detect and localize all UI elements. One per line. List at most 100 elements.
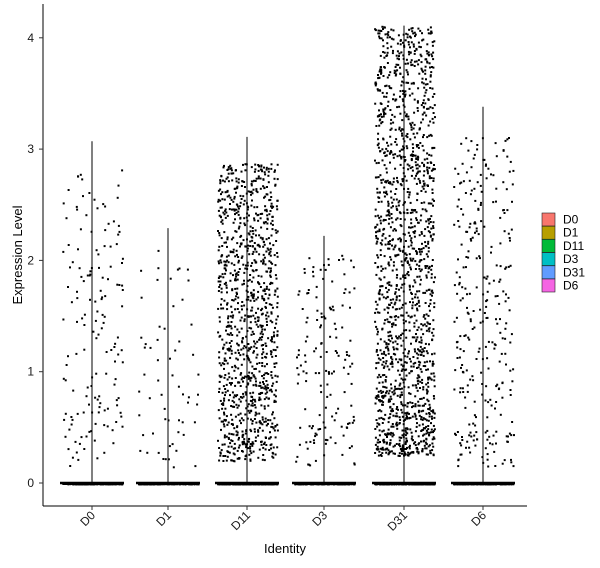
data-point: [304, 340, 307, 343]
data-point: [269, 191, 272, 194]
data-point: [433, 483, 435, 486]
data-point: [350, 259, 353, 262]
data-point: [70, 416, 73, 418]
data-point: [221, 222, 224, 225]
data-point: [218, 351, 221, 354]
data-point: [252, 293, 255, 296]
data-point: [249, 445, 252, 448]
data-point: [270, 222, 272, 225]
data-point: [230, 238, 233, 241]
data-point: [420, 336, 423, 339]
data-point: [231, 418, 234, 421]
data-point: [230, 327, 233, 330]
data-point: [394, 74, 397, 77]
data-point: [422, 82, 425, 85]
data-point: [217, 230, 219, 232]
data-point: [237, 210, 240, 213]
data-point: [152, 432, 154, 435]
data-point: [253, 404, 256, 406]
data-point: [253, 428, 256, 431]
data-point: [251, 230, 254, 232]
data-point: [267, 174, 270, 177]
data-point: [250, 193, 252, 196]
data-point: [224, 260, 227, 263]
data-point: [258, 426, 261, 429]
data-point: [242, 419, 245, 422]
data-point: [227, 172, 230, 175]
data-point: [316, 309, 319, 312]
data-point: [247, 349, 250, 352]
data-point: [76, 297, 79, 300]
data-point: [325, 369, 328, 372]
data-point: [396, 69, 399, 72]
data-point: [312, 270, 314, 273]
data-point: [271, 376, 274, 379]
data-point: [74, 440, 77, 443]
data-point: [249, 299, 252, 302]
data-point: [272, 456, 275, 459]
data-point: [240, 256, 243, 259]
data-point: [254, 414, 257, 417]
data-point: [265, 396, 268, 399]
data-point: [267, 167, 270, 170]
data-point: [262, 446, 265, 449]
data-point: [353, 463, 356, 466]
data-point: [257, 177, 260, 180]
data-point: [240, 198, 243, 200]
data-point: [250, 166, 253, 169]
data-point: [389, 240, 391, 243]
data-point: [98, 406, 101, 409]
data-point: [415, 338, 418, 341]
data-point: [414, 415, 417, 418]
data-point: [225, 325, 228, 328]
data-point: [238, 436, 240, 439]
data-point: [223, 357, 226, 360]
data-point: [247, 232, 250, 235]
data-point: [306, 447, 309, 450]
data-point: [188, 483, 190, 486]
data-point: [232, 452, 235, 455]
data-point: [224, 391, 227, 394]
data-point: [324, 483, 326, 486]
data-point: [274, 183, 277, 186]
data-point: [250, 452, 253, 455]
data-point: [274, 169, 276, 172]
data-point: [269, 250, 272, 253]
data-point: [271, 340, 273, 343]
data-point: [192, 353, 195, 356]
data-point: [244, 391, 247, 394]
data-point: [254, 411, 257, 414]
data-point: [314, 372, 317, 375]
data-point: [248, 371, 251, 374]
data-point: [248, 233, 251, 236]
data-point: [346, 353, 348, 356]
data-point: [265, 386, 268, 389]
data-point: [239, 373, 242, 376]
data-point: [405, 145, 408, 148]
data-point: [386, 47, 389, 50]
data-point: [418, 305, 421, 308]
data-point: [232, 248, 235, 251]
data-point: [233, 442, 236, 445]
data-point: [236, 287, 239, 290]
data-point: [102, 203, 105, 206]
data-point: [392, 298, 395, 301]
data-point: [276, 295, 279, 298]
data-point: [167, 483, 169, 486]
data-point: [265, 210, 268, 213]
data-point: [238, 331, 241, 334]
data-point: [197, 393, 199, 396]
data-point: [92, 330, 95, 333]
data-point: [234, 277, 237, 280]
data-point: [381, 91, 384, 94]
data-point: [261, 238, 264, 241]
data-point: [263, 288, 266, 291]
data-point: [257, 175, 260, 178]
data-point: [150, 483, 152, 486]
data-point: [82, 483, 85, 486]
data-point: [218, 316, 221, 319]
data-point: [385, 92, 388, 95]
data-point: [232, 314, 235, 317]
data-point: [106, 425, 109, 428]
data-point: [265, 208, 268, 211]
